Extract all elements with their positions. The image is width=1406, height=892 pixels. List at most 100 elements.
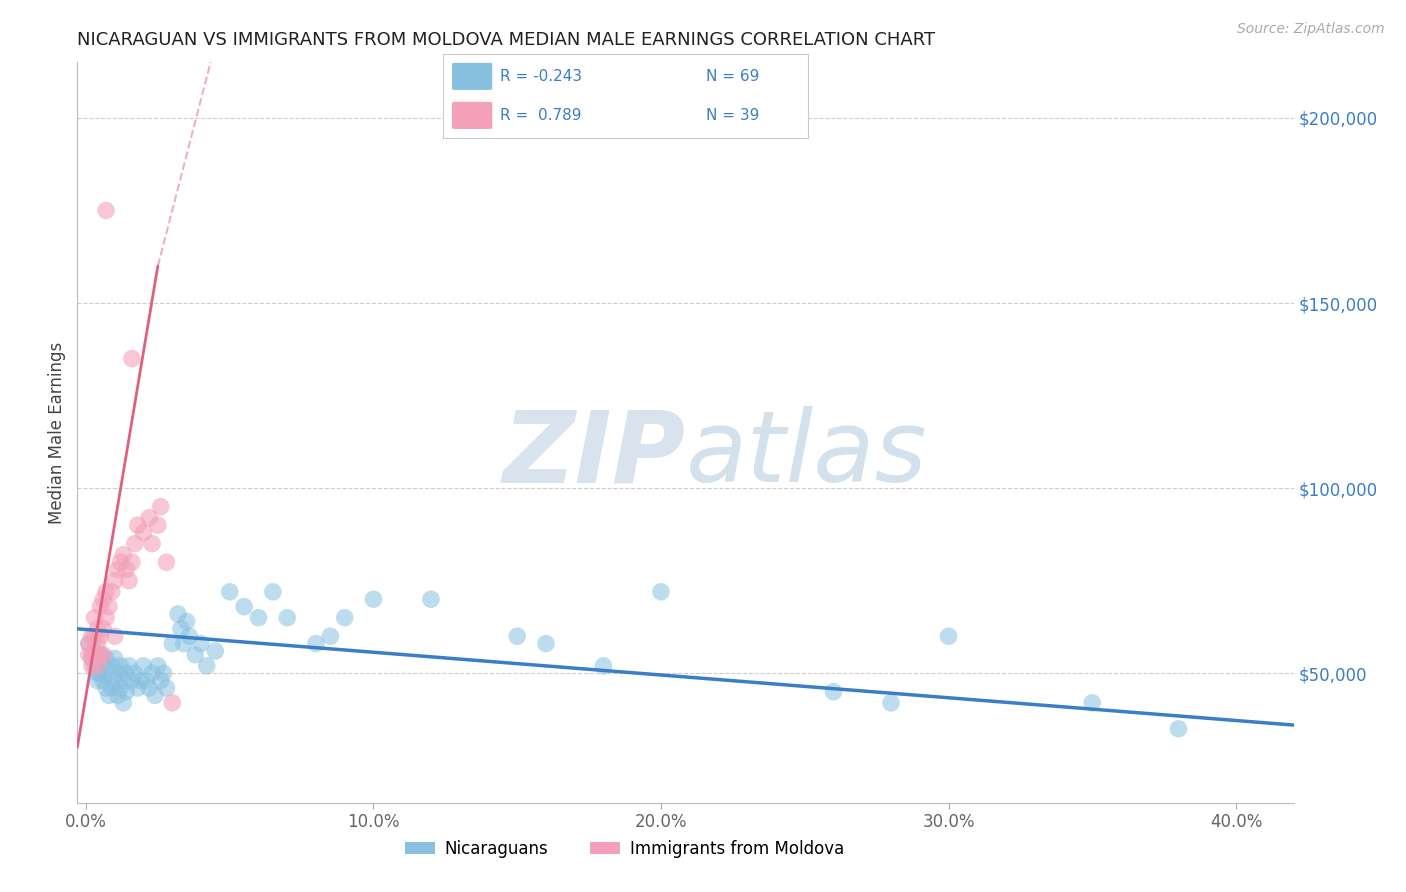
Point: [132, 658, 155, 673]
Point: [83, 658, 105, 673]
Point: [89, 629, 111, 643]
Point: [94, 584, 117, 599]
Point: [112, 548, 135, 562]
Point: [155, 681, 177, 695]
Point: [77, 648, 100, 662]
Point: [107, 689, 129, 703]
Point: [115, 666, 138, 681]
Point: [138, 681, 160, 695]
Point: [138, 510, 160, 524]
Point: [80, 658, 103, 673]
Point: [155, 555, 177, 569]
Text: R =  0.789: R = 0.789: [499, 108, 581, 123]
Point: [89, 648, 111, 662]
Point: [107, 563, 129, 577]
Point: [1081, 696, 1104, 710]
Point: [124, 536, 146, 550]
Point: [94, 681, 117, 695]
Point: [86, 673, 108, 688]
Point: [195, 658, 218, 673]
Point: [233, 599, 256, 614]
Text: atlas: atlas: [686, 407, 927, 503]
Point: [173, 637, 195, 651]
Point: [149, 500, 172, 514]
Point: [127, 681, 149, 695]
Point: [1167, 722, 1189, 736]
Point: [94, 610, 117, 624]
Point: [86, 658, 108, 673]
Point: [143, 689, 166, 703]
Point: [107, 666, 129, 681]
Point: [110, 681, 132, 695]
Point: [83, 610, 105, 624]
Point: [86, 637, 108, 651]
Point: [86, 666, 108, 681]
Point: [167, 607, 190, 621]
Point: [91, 673, 114, 688]
Point: [534, 637, 557, 651]
Point: [247, 610, 270, 624]
Point: [89, 648, 111, 662]
Point: [80, 651, 103, 665]
Point: [190, 637, 212, 651]
Point: [149, 673, 172, 688]
Point: [77, 637, 100, 651]
Point: [91, 648, 114, 662]
Point: [319, 629, 342, 643]
Point: [160, 696, 183, 710]
Point: [104, 574, 127, 588]
Point: [160, 637, 183, 651]
Point: [89, 666, 111, 681]
Point: [86, 622, 108, 636]
Point: [101, 584, 124, 599]
Text: N = 39: N = 39: [706, 108, 759, 123]
Point: [129, 673, 152, 688]
Point: [83, 648, 105, 662]
Y-axis label: Median Male Earnings: Median Male Earnings: [48, 342, 66, 524]
Point: [121, 351, 143, 366]
Point: [110, 555, 132, 569]
Point: [112, 673, 135, 688]
Point: [592, 658, 614, 673]
Point: [141, 666, 163, 681]
Legend: Nicaraguans, Immigrants from Moldova: Nicaraguans, Immigrants from Moldova: [398, 833, 851, 865]
Point: [152, 666, 174, 681]
Point: [101, 681, 124, 695]
Point: [118, 574, 141, 588]
Point: [333, 610, 356, 624]
Text: NICARAGUAN VS IMMIGRANTS FROM MOLDOVA MEDIAN MALE EARNINGS CORRELATION CHART: NICARAGUAN VS IMMIGRANTS FROM MOLDOVA ME…: [77, 31, 935, 49]
Point: [101, 658, 124, 673]
Point: [121, 673, 143, 688]
Point: [77, 637, 100, 651]
Point: [94, 203, 117, 218]
Point: [218, 584, 240, 599]
Point: [97, 689, 120, 703]
Point: [83, 629, 105, 643]
Point: [179, 629, 201, 643]
Point: [132, 525, 155, 540]
Point: [97, 666, 120, 681]
Point: [91, 622, 114, 636]
Point: [118, 658, 141, 673]
Point: [276, 610, 298, 624]
Point: [363, 592, 385, 607]
Point: [104, 651, 127, 665]
Point: [91, 658, 114, 673]
Text: ZIP: ZIP: [502, 407, 686, 503]
Point: [104, 673, 127, 688]
Point: [112, 696, 135, 710]
Point: [127, 518, 149, 533]
FancyBboxPatch shape: [453, 102, 492, 129]
Point: [115, 563, 138, 577]
Point: [823, 685, 845, 699]
Point: [146, 518, 169, 533]
Point: [262, 584, 284, 599]
Text: N = 69: N = 69: [706, 69, 759, 84]
Point: [938, 629, 960, 643]
FancyBboxPatch shape: [453, 62, 492, 90]
Point: [91, 592, 114, 607]
Point: [650, 584, 672, 599]
Point: [89, 599, 111, 614]
Point: [94, 651, 117, 665]
Point: [124, 666, 146, 681]
